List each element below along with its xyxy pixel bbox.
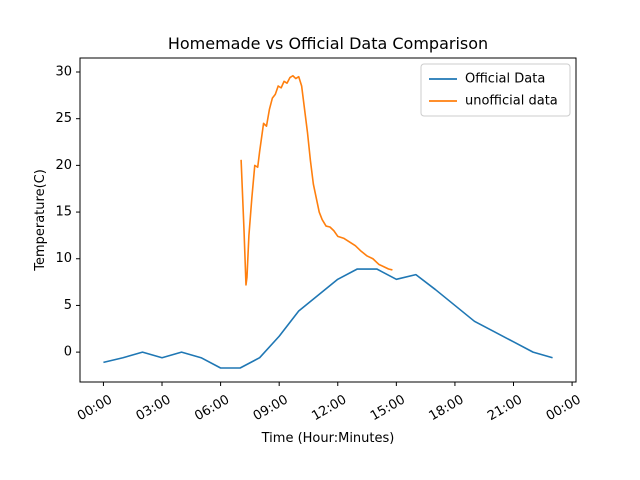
series-line-0 [103,268,553,369]
y-tick-label: 25 [55,111,72,126]
y-tick-label: 15 [55,205,72,220]
x-tick-label: 03:00 [134,392,174,424]
x-tick-label: 00:00 [75,392,115,424]
legend-entry: Official Data [465,72,545,87]
y-axis: 0 5 10 15 20 25 30 [55,65,80,360]
plot-frame [79,57,577,383]
y-tick-label: 5 [64,298,72,313]
x-tick-label: 09:00 [251,392,291,424]
x-tick-label: 18:00 [427,392,467,424]
y-tick-label: 20 [55,158,72,173]
chart-title: Homemade vs Official Data Comparison [168,34,488,53]
x-tick-label: 12:00 [309,392,349,424]
y-tick-label: 10 [55,251,72,266]
legend: Official Data unofficial data [420,63,571,117]
x-axis: 00:00 03:00 06:00 09:00 12:00 15:00 18:00 21:00… [75,382,584,424]
x-tick-label: 06:00 [192,392,232,424]
legend-entry: unofficial data [465,94,558,109]
plot-area [103,74,553,369]
x-tick-label: 00:00 [544,392,584,424]
y-tick-label: 30 [55,65,72,80]
y-tick-label: 0 [64,345,72,360]
series-line-1 [240,74,393,286]
legend-box [420,63,571,117]
y-axis-label: Temperature(C) [33,169,48,272]
x-axis-label: Time (Hour:Minutes) [261,431,395,446]
x-tick-label: 21:00 [485,392,525,424]
x-tick-label: 15:00 [368,392,408,424]
